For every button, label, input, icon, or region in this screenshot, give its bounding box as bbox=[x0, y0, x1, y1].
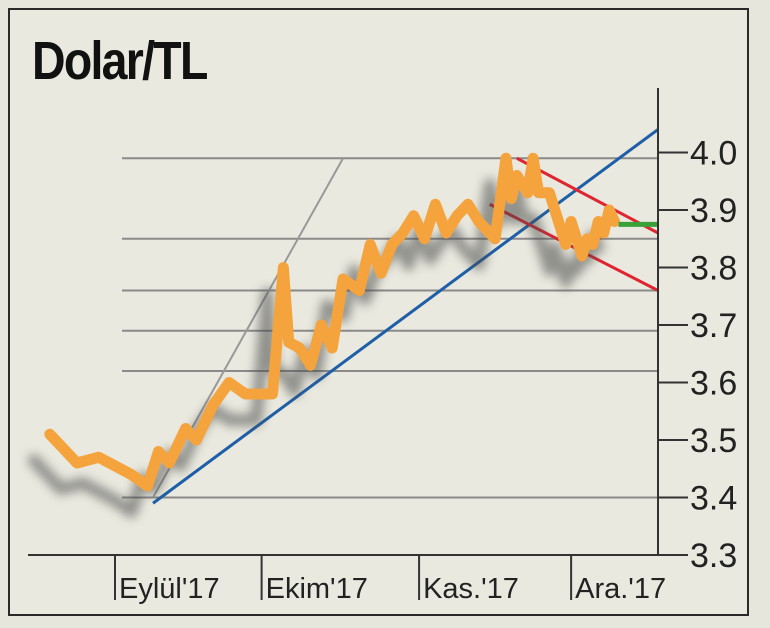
x-tick-label: Ekim'17 bbox=[266, 573, 368, 605]
y-tick-label: 4.0 bbox=[690, 135, 737, 173]
y-tick-label: 3.4 bbox=[690, 480, 737, 518]
y-tick-label: 3.7 bbox=[690, 307, 737, 345]
x-tick-label: Kas.'17 bbox=[423, 573, 519, 605]
series-line bbox=[44, 152, 621, 492]
y-tick-label: 3.3 bbox=[690, 537, 737, 575]
chart-title: Dolar/TL bbox=[32, 31, 208, 91]
trendline bbox=[152, 128, 659, 505]
x-tick-label: Eylül'17 bbox=[119, 573, 220, 605]
x-tick-label: Ara.'17 bbox=[575, 573, 666, 605]
y-tick-label: 3.9 bbox=[690, 192, 737, 230]
y-tick-label: 3.6 bbox=[690, 365, 737, 403]
y-tick-label: 3.8 bbox=[690, 250, 737, 288]
y-tick-label: 3.5 bbox=[690, 422, 737, 460]
